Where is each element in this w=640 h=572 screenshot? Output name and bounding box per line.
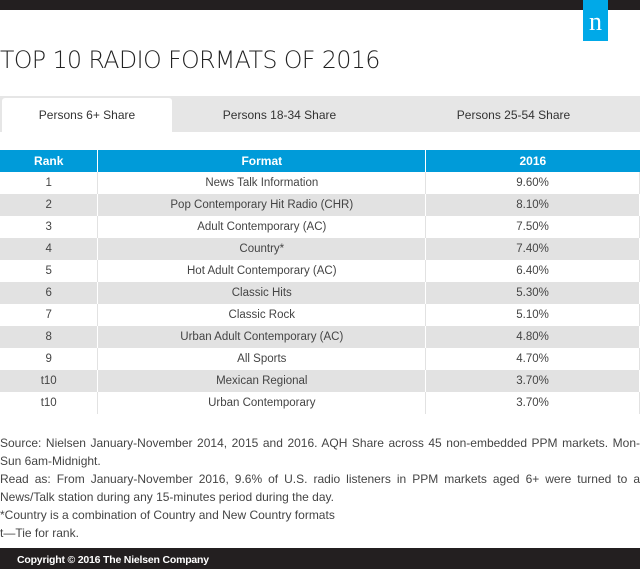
tab-bar: Persons 6+ Share Persons 18-34 Share Per… — [0, 96, 640, 132]
radio-formats-table: Rank Format 2016 1 News Talk Information… — [0, 150, 640, 414]
table-header-row: Rank Format 2016 — [0, 150, 640, 172]
share-cell: 7.40% — [425, 238, 640, 260]
rank-cell: t10 — [0, 370, 99, 392]
table-row: t10 Urban Contemporary 3.70% — [0, 392, 640, 414]
top-bar — [0, 0, 640, 10]
share-cell: 7.50% — [425, 216, 640, 238]
share-cell: 4.70% — [425, 348, 640, 370]
table-row: t10 Mexican Regional 3.70% — [0, 370, 640, 392]
table-row: 7 Classic Rock 5.10% — [0, 304, 640, 326]
share-cell: 9.60% — [425, 172, 640, 194]
read-as-note: Read as: From January-November 2016, 9.6… — [0, 472, 640, 504]
share-cell: 5.10% — [425, 304, 640, 326]
rank-cell: 1 — [0, 172, 99, 194]
format-cell: Classic Rock — [97, 304, 427, 326]
table-row: 3 Adult Contemporary (AC) 7.50% — [0, 216, 640, 238]
table-row: 5 Hot Adult Contemporary (AC) 6.40% — [0, 260, 640, 282]
table-row: 9 All Sports 4.70% — [0, 348, 640, 370]
rank-cell: 4 — [0, 238, 99, 260]
rank-cell: 5 — [0, 260, 99, 282]
rank-cell: 2 — [0, 194, 99, 216]
share-cell: 3.70% — [425, 392, 640, 414]
format-cell: Urban Contemporary — [97, 392, 427, 414]
share-cell: 3.70% — [425, 370, 640, 392]
format-cell: Hot Adult Contemporary (AC) — [97, 260, 427, 282]
tie-note: t—Tie for rank. — [0, 526, 79, 540]
format-cell: Pop Contemporary Hit Radio (CHR) — [97, 194, 427, 216]
rank-cell: 9 — [0, 348, 99, 370]
rank-cell: 3 — [0, 216, 99, 238]
format-cell: Urban Adult Contemporary (AC) — [97, 326, 427, 348]
format-cell: Adult Contemporary (AC) — [97, 216, 427, 238]
column-header-2016: 2016 — [425, 150, 640, 172]
tab-persons-6-plus[interactable]: Persons 6+ Share — [2, 98, 172, 132]
tab-persons-25-54[interactable]: Persons 25-54 Share — [456, 108, 571, 122]
table-row: 4 Country* 7.40% — [0, 238, 640, 260]
rank-cell: 8 — [0, 326, 99, 348]
tab-persons-18-34[interactable]: Persons 18-34 Share — [222, 108, 337, 122]
format-cell: All Sports — [97, 348, 427, 370]
footnotes: Source: Nielsen January-November 2014, 2… — [0, 434, 640, 542]
format-cell: News Talk Information — [97, 172, 427, 194]
table-row: 6 Classic Hits 5.30% — [0, 282, 640, 304]
nielsen-logo-icon: n — [583, 0, 608, 41]
share-cell: 5.30% — [425, 282, 640, 304]
share-cell: 8.10% — [425, 194, 640, 216]
country-note: *Country is a combination of Country and… — [0, 508, 335, 522]
column-header-format: Format — [97, 150, 427, 172]
rank-cell: t10 — [0, 392, 99, 414]
table-row: 8 Urban Adult Contemporary (AC) 4.80% — [0, 326, 640, 348]
table-row: 1 News Talk Information 9.60% — [0, 172, 640, 194]
page-title: TOP 10 RADIO FORMATS OF 2016 — [0, 46, 380, 74]
table-row: 2 Pop Contemporary Hit Radio (CHR) 8.10% — [0, 194, 640, 216]
source-note: Source: Nielsen January-November 2014, 2… — [0, 436, 640, 468]
format-cell: Classic Hits — [97, 282, 427, 304]
rank-cell: 6 — [0, 282, 99, 304]
copyright-footer: Copyright © 2016 The Nielsen Company — [0, 548, 640, 569]
rank-cell: 7 — [0, 304, 99, 326]
share-cell: 4.80% — [425, 326, 640, 348]
column-header-rank: Rank — [0, 150, 99, 172]
format-cell: Mexican Regional — [97, 370, 427, 392]
format-cell: Country* — [97, 238, 427, 260]
share-cell: 6.40% — [425, 260, 640, 282]
